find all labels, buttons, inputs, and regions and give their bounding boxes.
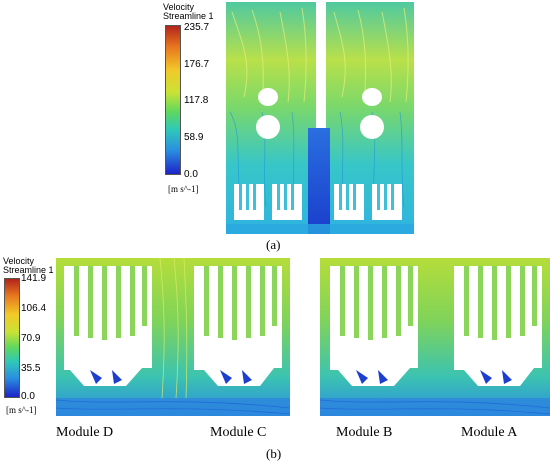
caption-b: (b) [266,446,282,461]
module-label-b: Module B [336,425,393,440]
legend-a-tick-2: 176.7 [184,59,210,70]
streamline-plot-a [226,2,414,234]
module-label-d: Module D [56,425,114,440]
legend-a-tick-3: 117.8 [184,95,209,106]
legend-b-title-line2: Streamline 1 [3,265,54,275]
legend-b-tick-max: 141.9 [21,273,47,284]
legend-a-tick-min: 0.0 [184,169,198,180]
legend-a-tick-4: 58.9 [184,132,204,143]
legend-b-tick-3: 70.9 [21,333,41,344]
streamline-plot-b-left [56,258,290,416]
caption-a: (a) [266,237,281,252]
legend-b-tick-4: 35.5 [21,363,41,374]
legend-a-title-line2: Streamline 1 [163,11,214,21]
legend-b-tick-2: 106.4 [21,303,47,314]
legend-b-title-line1: Velocity [3,256,35,266]
legend-b-colorbar [4,278,20,398]
legend-a-unit: [m s^-1] [168,184,199,194]
legend-b-unit: [m s^-1] [6,405,37,415]
module-label-c: Module C [210,425,267,440]
module-label-a: Module A [461,425,518,440]
legend-a-title-line1: Velocity [163,2,195,12]
legend-a-tick-max: 235.7 [184,22,210,33]
legend-a-colorbar [165,25,181,175]
streamline-plot-b-right [320,258,550,416]
legend-b-tick-min: 0.0 [21,391,35,402]
